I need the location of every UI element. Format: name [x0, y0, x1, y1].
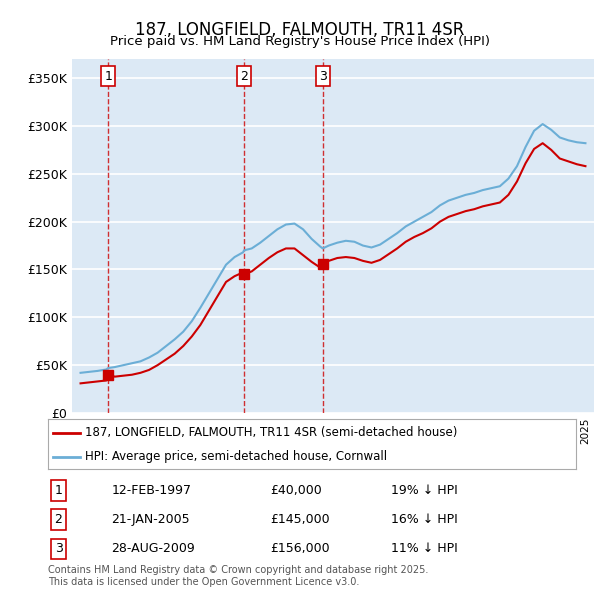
Text: £40,000: £40,000: [270, 484, 322, 497]
Text: 2: 2: [55, 513, 62, 526]
Text: 3: 3: [319, 70, 326, 83]
Text: Contains HM Land Registry data © Crown copyright and database right 2025.
This d: Contains HM Land Registry data © Crown c…: [48, 565, 428, 587]
Text: 19% ↓ HPI: 19% ↓ HPI: [391, 484, 458, 497]
Text: 16% ↓ HPI: 16% ↓ HPI: [391, 513, 458, 526]
Text: 12-FEB-1997: 12-FEB-1997: [112, 484, 191, 497]
Text: 1: 1: [104, 70, 112, 83]
Text: 28-AUG-2009: 28-AUG-2009: [112, 542, 195, 555]
Text: 3: 3: [55, 542, 62, 555]
Text: 187, LONGFIELD, FALMOUTH, TR11 4SR: 187, LONGFIELD, FALMOUTH, TR11 4SR: [136, 21, 464, 39]
Text: HPI: Average price, semi-detached house, Cornwall: HPI: Average price, semi-detached house,…: [85, 450, 387, 463]
Text: 2: 2: [240, 70, 248, 83]
Text: 11% ↓ HPI: 11% ↓ HPI: [391, 542, 458, 555]
Text: 187, LONGFIELD, FALMOUTH, TR11 4SR (semi-detached house): 187, LONGFIELD, FALMOUTH, TR11 4SR (semi…: [85, 427, 457, 440]
Text: £145,000: £145,000: [270, 513, 329, 526]
Text: £156,000: £156,000: [270, 542, 329, 555]
Text: 21-JAN-2005: 21-JAN-2005: [112, 513, 190, 526]
Text: Price paid vs. HM Land Registry's House Price Index (HPI): Price paid vs. HM Land Registry's House …: [110, 35, 490, 48]
Text: 1: 1: [55, 484, 62, 497]
